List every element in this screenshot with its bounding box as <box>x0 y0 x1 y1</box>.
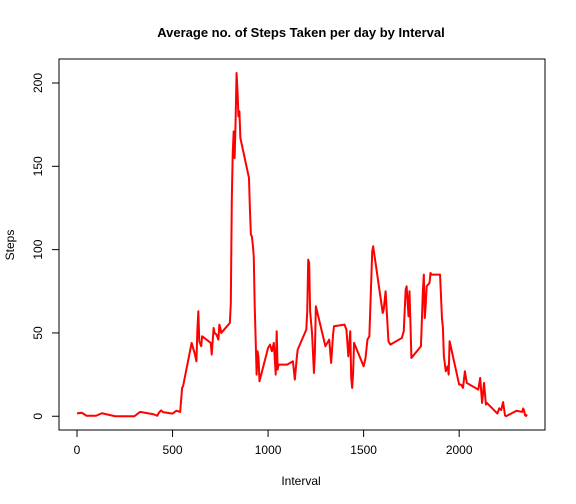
x-tick-label: 500 <box>163 443 183 457</box>
x-tick-label: 0 <box>74 443 81 457</box>
plot-box <box>58 58 546 431</box>
data-line <box>76 71 528 418</box>
y-tick-label: 200 <box>31 73 45 93</box>
y-tick-label: 100 <box>31 239 45 259</box>
y-axis-label: Steps <box>3 230 17 261</box>
x-axis-label: Interval <box>281 474 320 488</box>
x-tick-label: 2000 <box>446 443 473 457</box>
x-tick-label: 1500 <box>350 443 377 457</box>
x-tick-label: 1000 <box>255 443 282 457</box>
y-tick-label: 50 <box>31 326 45 340</box>
y-tick-label: 0 <box>31 413 45 420</box>
chart-title: Average no. of Steps Taken per day by In… <box>157 25 445 40</box>
y-tick-label: 150 <box>31 156 45 176</box>
